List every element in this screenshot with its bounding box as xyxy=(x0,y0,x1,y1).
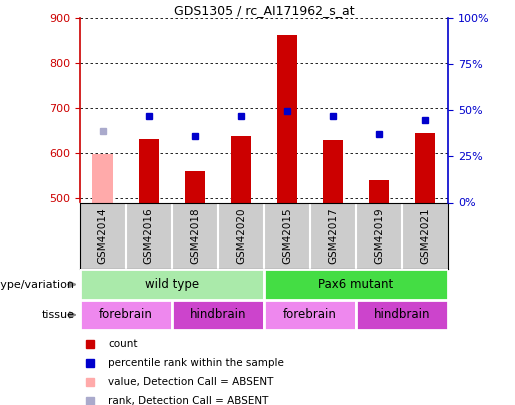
Text: value, Detection Call = ABSENT: value, Detection Call = ABSENT xyxy=(108,377,273,386)
Text: GSM42014: GSM42014 xyxy=(98,208,108,264)
Bar xyxy=(184,171,205,202)
Text: GSM42018: GSM42018 xyxy=(190,208,200,264)
Bar xyxy=(80,300,172,330)
Bar xyxy=(80,269,264,300)
Text: rank, Detection Call = ABSENT: rank, Detection Call = ABSENT xyxy=(108,396,268,405)
Bar xyxy=(264,269,448,300)
Text: GSM42021: GSM42021 xyxy=(420,208,430,264)
Text: forebrain: forebrain xyxy=(283,308,337,322)
Text: hindbrain: hindbrain xyxy=(190,308,246,322)
Text: GSM42017: GSM42017 xyxy=(328,208,338,264)
Text: hindbrain: hindbrain xyxy=(374,308,430,322)
Bar xyxy=(139,139,159,202)
Bar xyxy=(322,140,344,202)
Bar xyxy=(231,136,251,202)
Title: GDS1305 / rc_AI171962_s_at: GDS1305 / rc_AI171962_s_at xyxy=(174,4,354,17)
Text: GSM42016: GSM42016 xyxy=(144,208,154,264)
Text: forebrain: forebrain xyxy=(99,308,153,322)
Text: GSM42020: GSM42020 xyxy=(236,208,246,264)
Text: GSM42019: GSM42019 xyxy=(374,208,384,264)
Bar xyxy=(369,180,389,202)
Bar xyxy=(277,35,297,202)
Bar xyxy=(93,154,113,202)
Text: GSM42015: GSM42015 xyxy=(282,208,292,264)
Text: Pax6 mutant: Pax6 mutant xyxy=(318,278,393,291)
Bar xyxy=(415,133,435,202)
Text: count: count xyxy=(108,339,138,349)
Text: tissue: tissue xyxy=(42,310,75,320)
Text: genotype/variation: genotype/variation xyxy=(0,279,75,290)
Text: percentile rank within the sample: percentile rank within the sample xyxy=(108,358,284,368)
Bar xyxy=(172,300,264,330)
Bar xyxy=(356,300,448,330)
Text: wild type: wild type xyxy=(145,278,199,291)
Bar xyxy=(264,300,356,330)
